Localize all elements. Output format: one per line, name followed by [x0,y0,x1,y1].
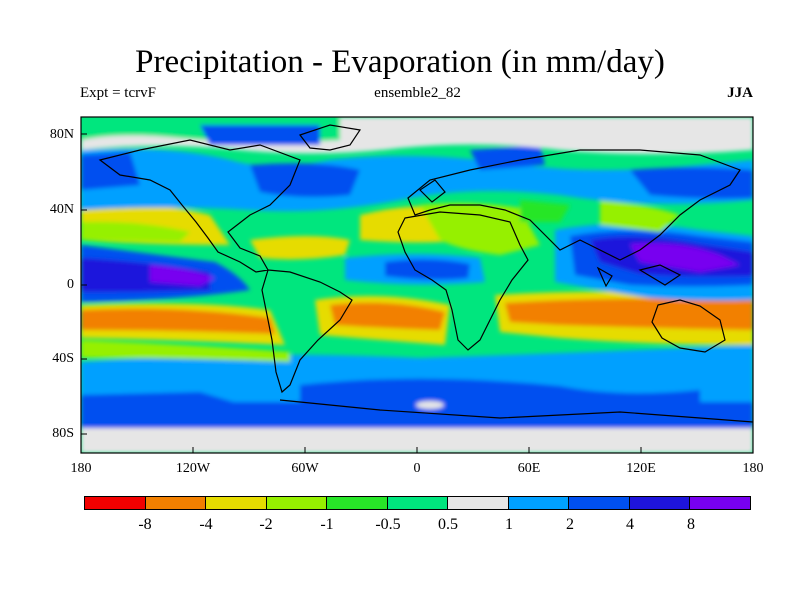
colorbar-label: -0.5 [375,516,401,533]
colorbar-box [690,497,751,509]
plot-title: Precipitation - Evaporation (in mm/day) [135,44,665,80]
lat-label-80s: 80S [52,426,74,441]
colorbar-label: 8 [687,516,695,533]
colorbar-label: -1 [320,516,334,533]
lon-label-60e: 60E [517,461,541,476]
experiment-label: Expt = tcrvF [80,85,156,101]
lat-label-equator: 0 [67,277,74,292]
colorbar-label: 2 [566,516,574,533]
lat-label-40n: 40N [49,202,74,217]
ensemble-label: ensemble2_82 [374,85,461,101]
lon-label-180e: 180 [742,461,764,476]
colorbar-label: -2 [259,516,273,533]
colorbar-box [629,497,691,509]
colorbar-box [569,497,630,509]
colorbar-box [206,497,267,509]
colorbar-box [266,497,328,509]
lat-label-40s: 40S [52,351,74,366]
colorbar-box [387,497,449,509]
lon-label-120w: 120W [175,461,211,476]
lon-label-120e: 120E [626,461,656,476]
lat-label-80n: 80N [49,127,74,142]
colorbar-box [508,497,570,509]
lon-label-180w: 180 [70,461,92,476]
colorbar-label: -8 [138,516,152,533]
colorbar-box [448,497,509,509]
colorbar [84,496,751,510]
colorbar-box [145,497,207,509]
colorbar-label: -4 [199,516,213,533]
lon-label-0: 0 [413,461,421,476]
colorbar-label: 0.5 [438,516,458,533]
colorbar-box [85,497,146,509]
colorbar-label: 1 [505,516,513,533]
season-label: JJA [727,85,753,101]
lon-label-60w: 60W [291,461,319,476]
colorbar-box [327,497,388,509]
colorbar-label: 4 [626,516,634,533]
